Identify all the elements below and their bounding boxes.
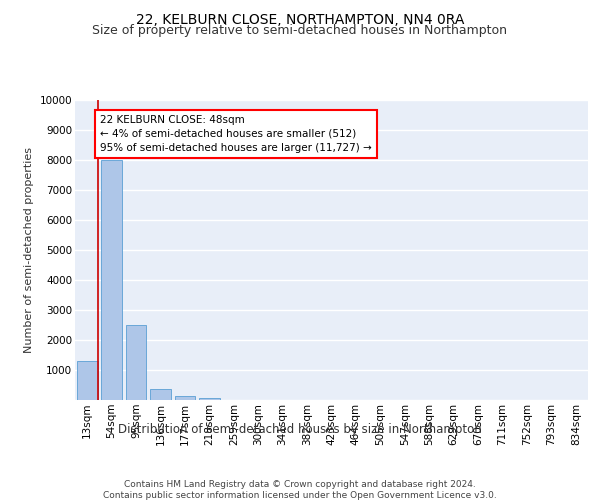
Text: Size of property relative to semi-detached houses in Northampton: Size of property relative to semi-detach… (92, 24, 508, 37)
Bar (77, 361, 98, 400)
Text: Contains public sector information licensed under the Open Government Licence v3: Contains public sector information licen… (103, 491, 497, 500)
Bar (125, 325, 146, 400)
Text: Contains HM Land Registry data © Crown copyright and database right 2024.: Contains HM Land Registry data © Crown c… (124, 480, 476, 489)
Bar (199, 398, 220, 400)
Text: 22, KELBURN CLOSE, NORTHAMPTON, NN4 0RA: 22, KELBURN CLOSE, NORTHAMPTON, NN4 0RA (136, 12, 464, 26)
Bar (150, 388, 171, 400)
Text: Distribution of semi-detached houses by size in Northampton: Distribution of semi-detached houses by … (118, 422, 482, 436)
Y-axis label: Number of semi-detached properties: Number of semi-detached properties (24, 147, 34, 353)
Bar (101, 160, 122, 400)
Text: 22 KELBURN CLOSE: 48sqm
← 4% of semi-detached houses are smaller (512)
95% of se: 22 KELBURN CLOSE: 48sqm ← 4% of semi-det… (100, 115, 371, 153)
Bar (175, 396, 196, 400)
